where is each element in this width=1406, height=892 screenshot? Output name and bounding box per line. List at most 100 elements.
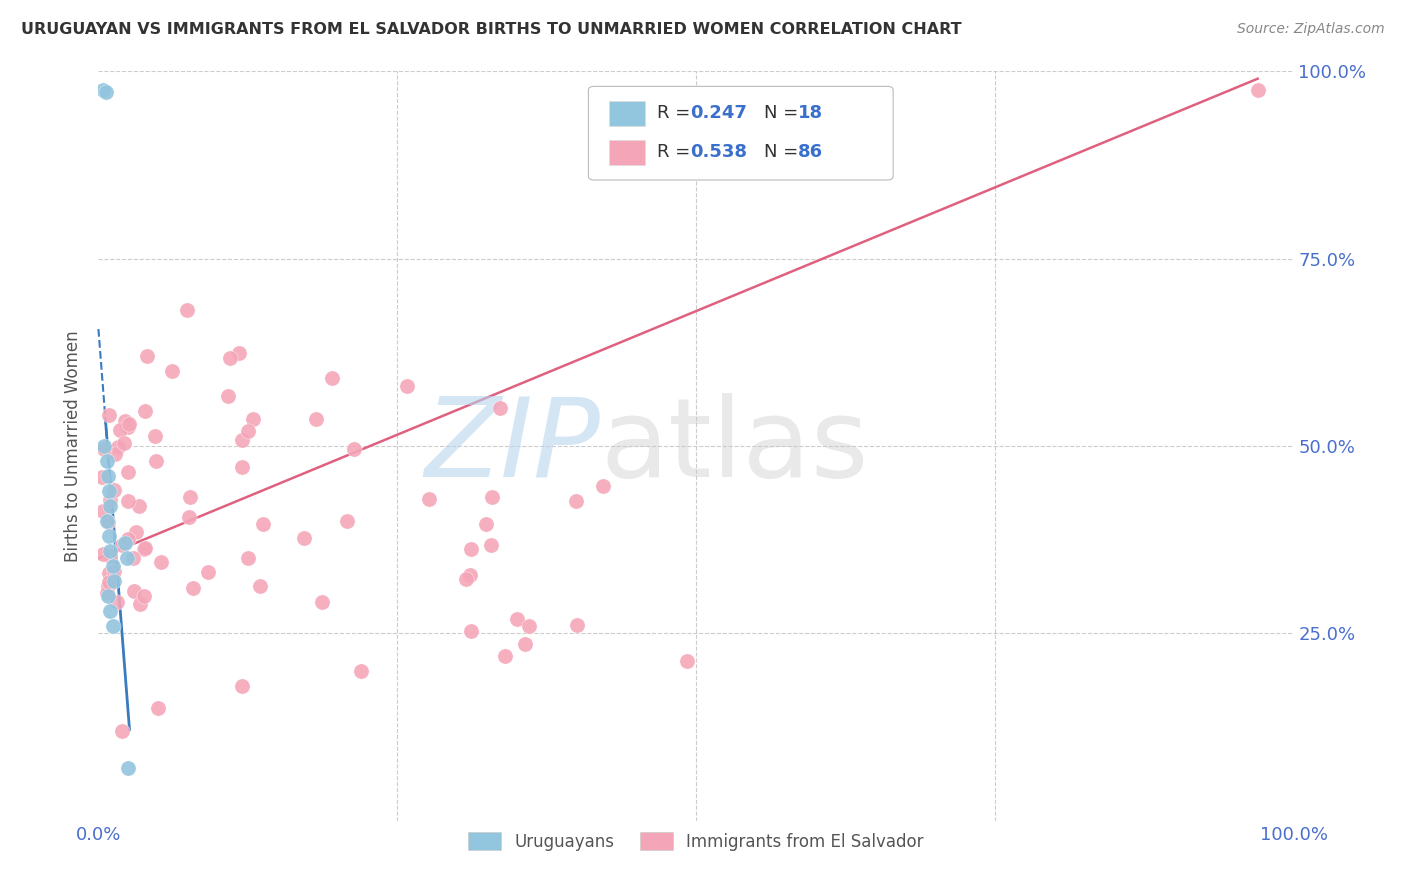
Point bbox=[91, 547, 114, 561]
Point bbox=[145, 454, 167, 468]
Point bbox=[114, 414, 136, 428]
Point bbox=[97, 589, 120, 603]
Point bbox=[103, 564, 125, 578]
Point bbox=[177, 510, 200, 524]
Point bbox=[197, 565, 219, 579]
Point bbox=[228, 346, 250, 360]
Point bbox=[97, 469, 120, 483]
Point bbox=[231, 679, 253, 693]
FancyBboxPatch shape bbox=[609, 139, 644, 165]
Point bbox=[236, 551, 259, 566]
Point bbox=[252, 516, 274, 531]
Point bbox=[242, 412, 264, 426]
Point bbox=[249, 579, 271, 593]
Point bbox=[117, 420, 139, 434]
Point bbox=[91, 83, 114, 97]
Point bbox=[112, 436, 135, 450]
Point bbox=[97, 579, 120, 593]
Point bbox=[162, 364, 184, 378]
Point bbox=[96, 586, 118, 600]
Point bbox=[311, 595, 333, 609]
Point bbox=[506, 611, 529, 625]
Point bbox=[104, 447, 127, 461]
Point bbox=[96, 454, 118, 468]
Point bbox=[565, 493, 588, 508]
Point bbox=[292, 531, 315, 545]
Point bbox=[111, 723, 134, 738]
Point bbox=[134, 404, 156, 418]
Point bbox=[336, 514, 359, 528]
Point bbox=[98, 544, 122, 558]
Point bbox=[513, 637, 536, 651]
Point bbox=[676, 654, 699, 668]
FancyBboxPatch shape bbox=[609, 101, 644, 126]
Text: Source: ZipAtlas.com: Source: ZipAtlas.com bbox=[1237, 22, 1385, 37]
Point bbox=[101, 558, 124, 573]
Point bbox=[489, 401, 512, 415]
Text: atlas: atlas bbox=[600, 392, 869, 500]
Point bbox=[114, 536, 136, 550]
Text: N =: N = bbox=[763, 103, 804, 121]
Point bbox=[236, 425, 259, 439]
Point bbox=[134, 541, 156, 555]
Point bbox=[122, 584, 145, 599]
Point bbox=[148, 701, 170, 715]
Point bbox=[125, 525, 148, 540]
Point bbox=[94, 86, 117, 100]
Point bbox=[98, 529, 121, 543]
Point bbox=[90, 470, 112, 484]
Point bbox=[343, 442, 366, 456]
Point bbox=[418, 492, 440, 507]
Point bbox=[150, 555, 173, 569]
Point bbox=[110, 423, 132, 437]
Point bbox=[93, 439, 115, 453]
Point bbox=[98, 483, 121, 498]
Point bbox=[454, 572, 477, 586]
Point bbox=[103, 483, 125, 497]
Point bbox=[117, 761, 139, 775]
Point bbox=[107, 440, 129, 454]
Point bbox=[117, 494, 139, 508]
Text: 18: 18 bbox=[797, 103, 823, 121]
Point bbox=[176, 303, 198, 318]
Point bbox=[460, 541, 482, 556]
Point bbox=[460, 624, 482, 639]
Point bbox=[475, 516, 498, 531]
Y-axis label: Births to Unmarried Women: Births to Unmarried Women bbox=[65, 330, 83, 562]
Point bbox=[458, 568, 481, 582]
Point bbox=[494, 648, 516, 663]
Point bbox=[565, 618, 588, 632]
Point bbox=[350, 664, 373, 678]
Point bbox=[110, 538, 132, 552]
Point bbox=[101, 619, 124, 633]
Point bbox=[98, 499, 122, 513]
Point bbox=[103, 574, 125, 588]
Point bbox=[115, 551, 138, 566]
FancyBboxPatch shape bbox=[589, 87, 893, 180]
Point bbox=[517, 619, 540, 633]
Point bbox=[107, 595, 129, 609]
Point bbox=[128, 499, 150, 513]
Point bbox=[143, 429, 166, 443]
Point bbox=[231, 459, 253, 474]
Text: 86: 86 bbox=[797, 143, 823, 161]
Point bbox=[98, 408, 121, 422]
Text: R =: R = bbox=[657, 143, 696, 161]
Point bbox=[395, 379, 418, 393]
Legend: Uruguayans, Immigrants from El Salvador: Uruguayans, Immigrants from El Salvador bbox=[461, 826, 931, 857]
Point bbox=[117, 417, 139, 432]
Point bbox=[1247, 83, 1270, 97]
Text: R =: R = bbox=[657, 103, 696, 121]
Point bbox=[132, 589, 155, 603]
Text: URUGUAYAN VS IMMIGRANTS FROM EL SALVADOR BIRTHS TO UNMARRIED WOMEN CORRELATION C: URUGUAYAN VS IMMIGRANTS FROM EL SALVADOR… bbox=[21, 22, 962, 37]
Point bbox=[93, 503, 115, 517]
Point bbox=[217, 388, 239, 402]
Point bbox=[481, 490, 503, 504]
Point bbox=[97, 575, 120, 590]
Text: ZIP: ZIP bbox=[425, 392, 600, 500]
Point bbox=[96, 514, 118, 528]
Point bbox=[219, 351, 242, 365]
Point bbox=[100, 493, 122, 508]
Point bbox=[98, 549, 121, 563]
Point bbox=[132, 542, 155, 557]
